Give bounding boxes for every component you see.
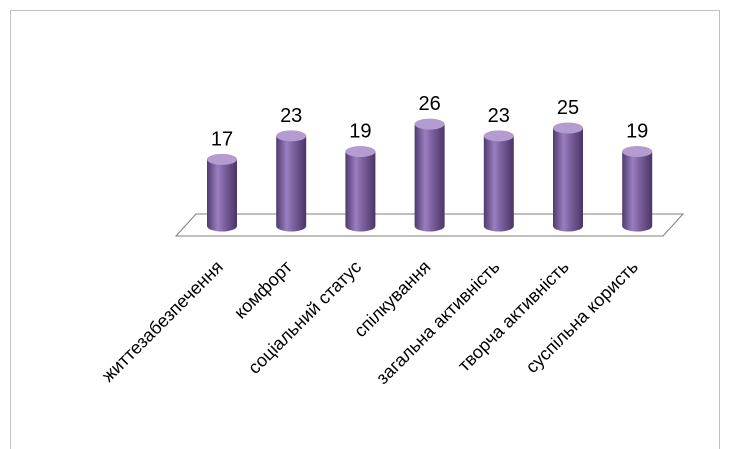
- bar-top: [207, 153, 237, 165]
- bar: [207, 153, 237, 232]
- bar-body: [414, 124, 445, 232]
- value-label: 19: [626, 121, 648, 143]
- bar-body: [345, 151, 376, 232]
- category-label: життезабезпечення: [98, 257, 227, 386]
- bar-body: [276, 135, 307, 232]
- bar: [553, 122, 583, 232]
- bar-body: [483, 135, 514, 232]
- value-labels-layer: 17 23 19 26 23 25 19: [211, 93, 648, 150]
- bars-layer: [207, 118, 653, 232]
- bar-top: [276, 130, 307, 142]
- value-label: 23: [488, 105, 510, 127]
- bar-top: [414, 118, 445, 130]
- bar-body: [622, 151, 653, 232]
- bar-top: [345, 146, 376, 158]
- bar-top: [483, 130, 514, 142]
- bar-body: [207, 159, 237, 232]
- value-label: 23: [280, 105, 302, 127]
- bar: [345, 146, 376, 232]
- category-label: комфорт: [230, 257, 296, 323]
- bar-top: [553, 122, 583, 134]
- value-label: 17: [211, 128, 233, 150]
- bar: [622, 146, 653, 232]
- value-label: 25: [557, 97, 579, 119]
- bar-top: [622, 146, 653, 158]
- category-label: загальна активність: [372, 257, 503, 388]
- value-label: 26: [418, 93, 440, 115]
- bar: [483, 130, 514, 232]
- bar: [414, 118, 445, 232]
- category-label: соціальний статус: [244, 257, 365, 378]
- value-label: 19: [349, 121, 371, 143]
- chart-border: [10, 10, 720, 449]
- bar: [276, 130, 307, 232]
- bar-body: [553, 128, 583, 232]
